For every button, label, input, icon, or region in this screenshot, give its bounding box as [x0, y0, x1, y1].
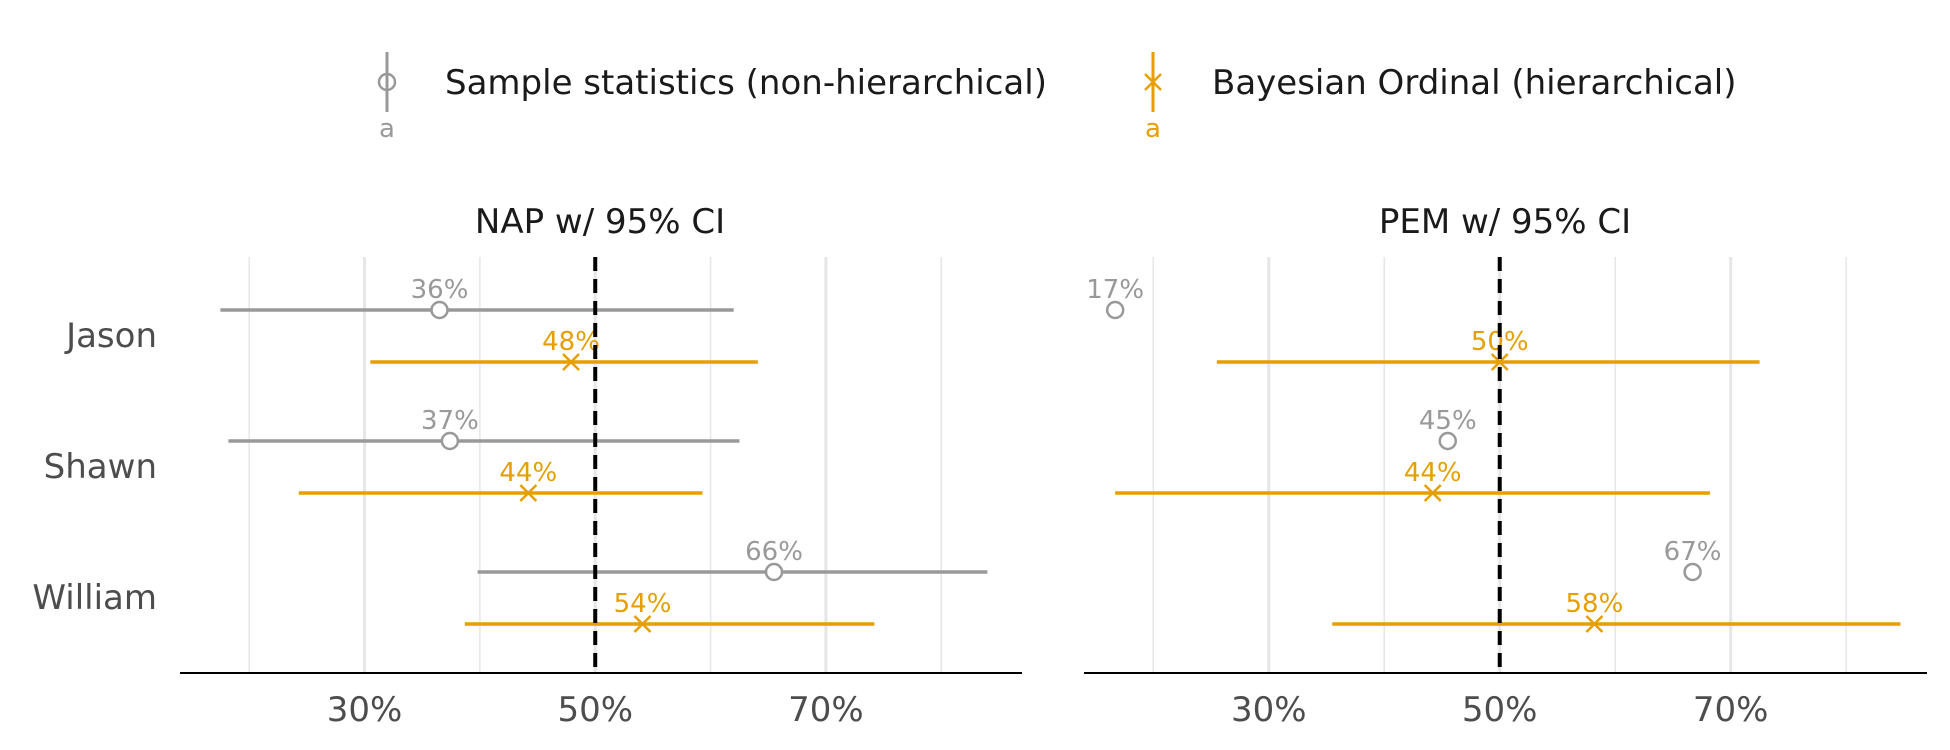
x-tick-label: 50%	[1462, 690, 1538, 730]
x-tick-label: 50%	[557, 690, 633, 730]
x-tick-label: 70%	[1693, 690, 1769, 730]
legend-label-sample: Sample statistics (non-hierarchical)	[445, 63, 1047, 103]
point-bayes	[519, 484, 538, 502]
point-sample	[1105, 300, 1125, 320]
point-bayes	[633, 615, 652, 633]
x-tick-label: 30%	[1231, 690, 1307, 730]
plot-area-pem: 30% 50% 70%17%45%67%50%44%58%	[1084, 257, 1927, 730]
legend: a Sample statistics (non-hierarchical) a…	[377, 52, 1737, 144]
x-tick-label: 70%	[788, 690, 864, 730]
legend-key-letter-sample: a	[379, 114, 395, 144]
data-label-sample: 67%	[1664, 537, 1722, 567]
point-sample	[1438, 431, 1458, 451]
point-bayes	[1585, 615, 1604, 633]
point-sample	[440, 431, 460, 451]
data-label-sample: 45%	[1419, 406, 1477, 436]
point-bayes	[562, 353, 580, 371]
point-sample	[764, 562, 784, 582]
point-bayes	[1490, 353, 1509, 371]
data-label-sample: 66%	[745, 537, 803, 567]
point-bayes	[1423, 484, 1442, 502]
data-label-bayes: 48%	[542, 327, 600, 357]
data-label-bayes: 58%	[1566, 589, 1624, 619]
panel-nap: NAP w/ 95% CI Jason Shawn William 30% 50%…	[32, 202, 1022, 730]
data-label-sample: 36%	[411, 275, 469, 305]
category-label-shawn: Shawn	[44, 447, 157, 487]
legend-circle-marker	[377, 72, 397, 92]
legend-item-bayes: a Bayesian Ordinal (hierarchical)	[1144, 52, 1737, 144]
legend-x-marker	[1144, 73, 1162, 91]
data-label-bayes: 44%	[499, 458, 557, 488]
plot-area-nap: 30% 50% 70% 36% 37% 66% 48% 44% 54%	[180, 257, 1022, 730]
point-sample	[430, 300, 449, 320]
legend-item-sample: a Sample statistics (non-hierarchical)	[377, 52, 1047, 144]
data-label-sample: 37%	[421, 406, 479, 436]
category-label-jason: Jason	[64, 316, 157, 356]
data-label-bayes: 54%	[614, 589, 672, 619]
data-label-sample: 17%	[1086, 275, 1144, 305]
panel-title-nap: NAP w/ 95% CI	[475, 202, 725, 242]
legend-key-letter-bayes: a	[1145, 114, 1161, 144]
panel-pem: PEM w/ 95% CI 30% 50% 70%17%45%67%50%44%58…	[1084, 202, 1927, 730]
category-label-william: William	[32, 578, 157, 618]
x-tick-label: 30%	[327, 690, 403, 730]
legend-label-bayes: Bayesian Ordinal (hierarchical)	[1212, 63, 1737, 103]
panel-title-pem: PEM w/ 95% CI	[1379, 202, 1631, 242]
data-label-bayes: 44%	[1404, 458, 1462, 488]
point-sample	[1683, 562, 1702, 582]
